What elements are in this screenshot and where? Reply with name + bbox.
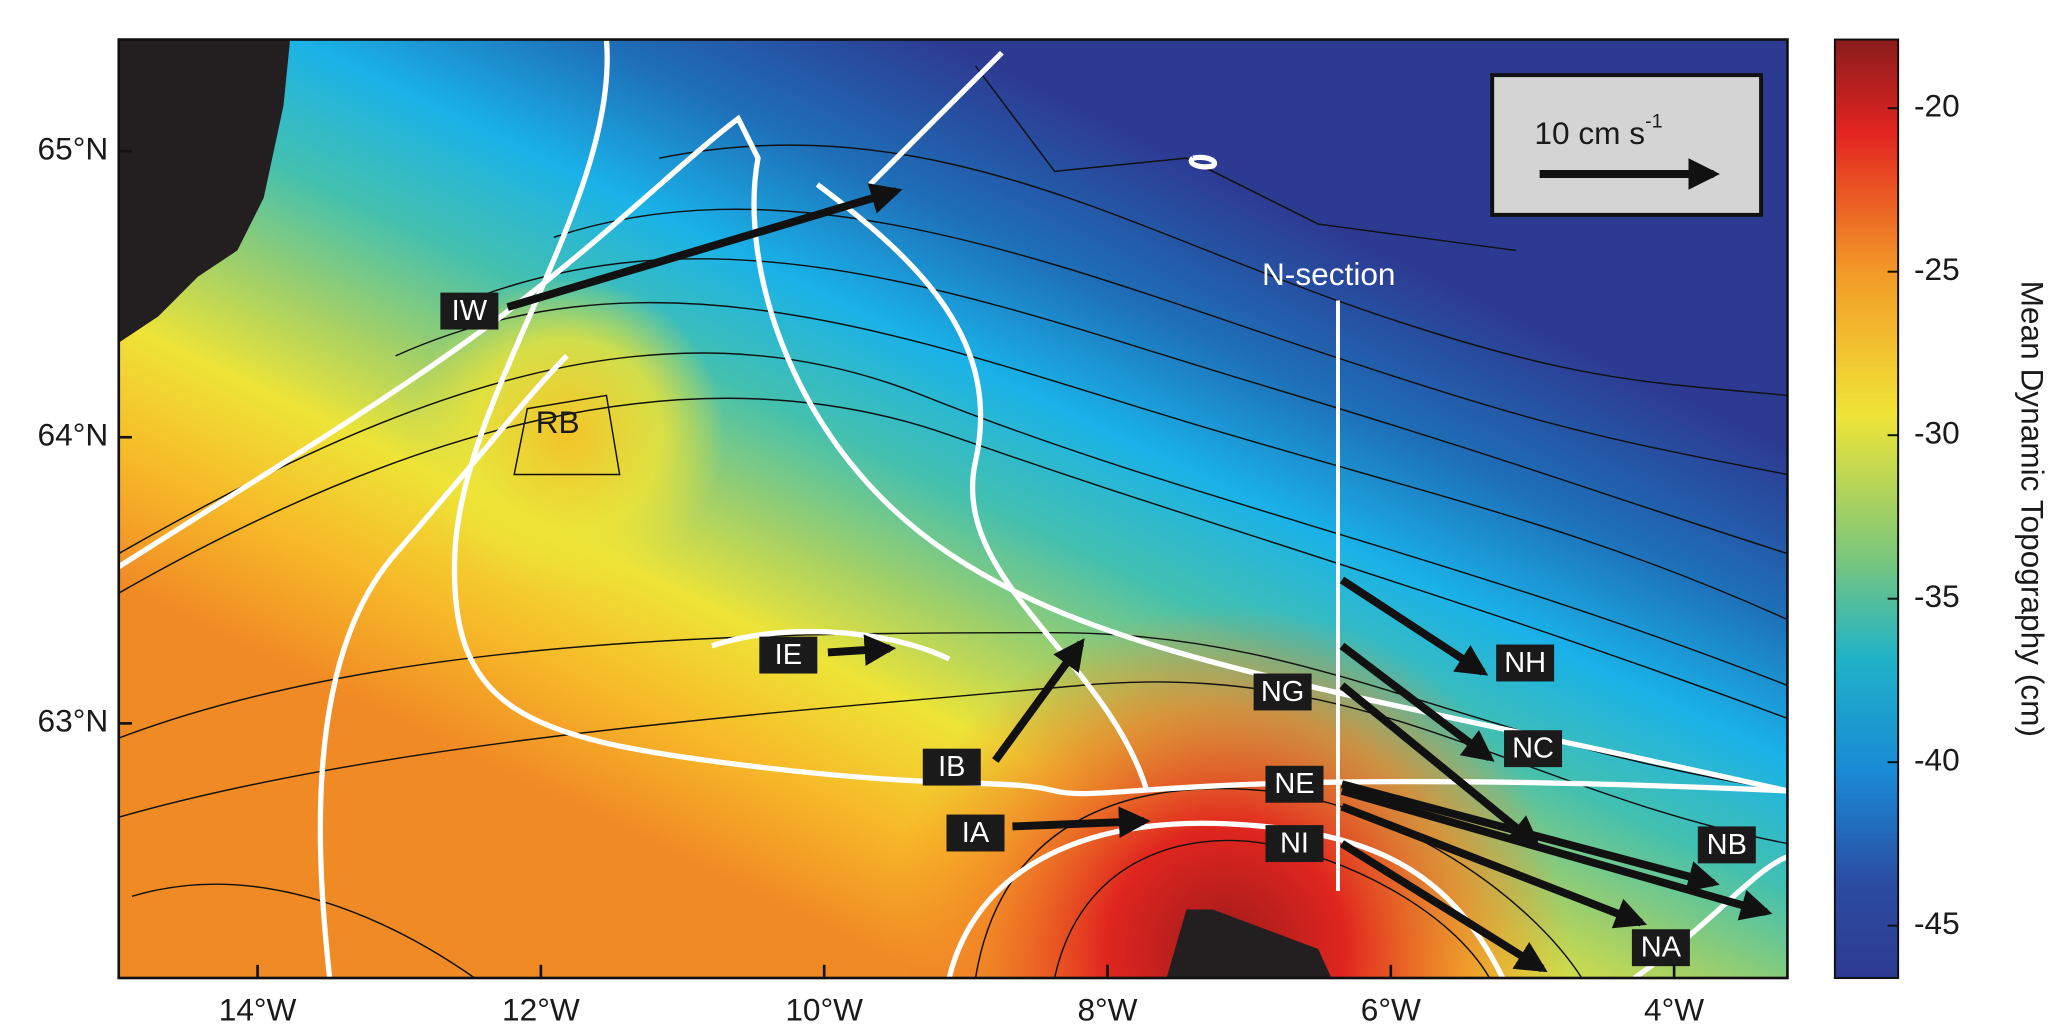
colorbar [1833, 38, 1900, 979]
station-label: NE [1274, 768, 1314, 800]
colorbar-tick-label: -45 [1914, 905, 1960, 941]
map-frame [117, 38, 1789, 980]
axes: 14°W 12°W 10°W 8°W 6°W 4°W 65°N 64°N 63°N -20 -25 -… [38, 88, 1960, 1028]
y-tick-label: 65°N [38, 130, 109, 166]
station: NG [1253, 673, 1312, 711]
colorbar-tick-label: -40 [1914, 742, 1960, 778]
scale-unit: 10 cm s [1534, 115, 1645, 151]
colorbar-tick-label: -20 [1914, 88, 1960, 124]
station-box [922, 748, 981, 786]
station-box [1265, 765, 1324, 803]
station-label: IB [938, 751, 965, 783]
y-tick-label: 64°N [38, 417, 109, 453]
station-box [1496, 644, 1555, 682]
x-tick-label: 4°W [1644, 992, 1704, 1028]
station-box [1265, 825, 1324, 863]
x-tick-label: 6°W [1361, 992, 1421, 1028]
station-box [759, 636, 818, 674]
station: NA [1631, 929, 1690, 967]
station-box [1253, 673, 1312, 711]
station-label: NG [1261, 676, 1304, 708]
colorbar-tick-label: -30 [1914, 415, 1960, 451]
station-label: NH [1504, 647, 1546, 679]
station: NI [1265, 825, 1324, 863]
x-tick-label: 14°W [219, 992, 297, 1028]
land-faroe [1166, 909, 1332, 979]
colorbar-tick-label: -25 [1914, 251, 1960, 287]
x-tick-label: 12°W [502, 992, 580, 1028]
scale-text: 10 cm s-1 [1534, 111, 1662, 151]
land-iceland [118, 39, 291, 343]
y-tick-label: 63°N [38, 703, 109, 739]
station: NE [1265, 765, 1324, 803]
station: IB [922, 748, 981, 786]
station: IE [759, 636, 818, 674]
station-box [440, 292, 499, 330]
scale-bar: 10 cm s-1 [1490, 73, 1764, 217]
stations: IW IE IB IA NG NE NI NH NC NB NA [440, 292, 1756, 967]
station-label: NI [1280, 828, 1309, 860]
scale-superscript: -1 [1645, 111, 1663, 133]
bathymetry-lines [118, 39, 1788, 979]
station-box [946, 814, 1005, 852]
station-label: IA [962, 817, 990, 849]
section-label: N-section [1262, 256, 1396, 292]
station-label: NB [1707, 829, 1747, 861]
station-box [1631, 929, 1690, 967]
colorbar-label: Mean Dynamic Topography (cm) [2015, 281, 2051, 737]
feature-label: RB [536, 404, 580, 440]
contours [118, 65, 1788, 979]
colorbar-tick-label: -35 [1914, 578, 1960, 614]
station-box [1504, 730, 1563, 768]
x-tick-label: 10°W [785, 992, 863, 1028]
station: NB [1697, 826, 1756, 864]
station: IA [946, 814, 1005, 852]
station-label: NC [1512, 733, 1554, 765]
velocity-arrows [506, 183, 1773, 973]
station-label: IE [775, 639, 802, 671]
scale-box [1490, 73, 1764, 217]
x-tick-label: 8°W [1077, 992, 1137, 1028]
station: NC [1504, 730, 1563, 768]
station-label: IW [452, 295, 488, 327]
station: IW [440, 292, 499, 330]
station-label: NA [1641, 932, 1682, 964]
station-box [1697, 826, 1756, 864]
station: NH [1496, 644, 1555, 682]
